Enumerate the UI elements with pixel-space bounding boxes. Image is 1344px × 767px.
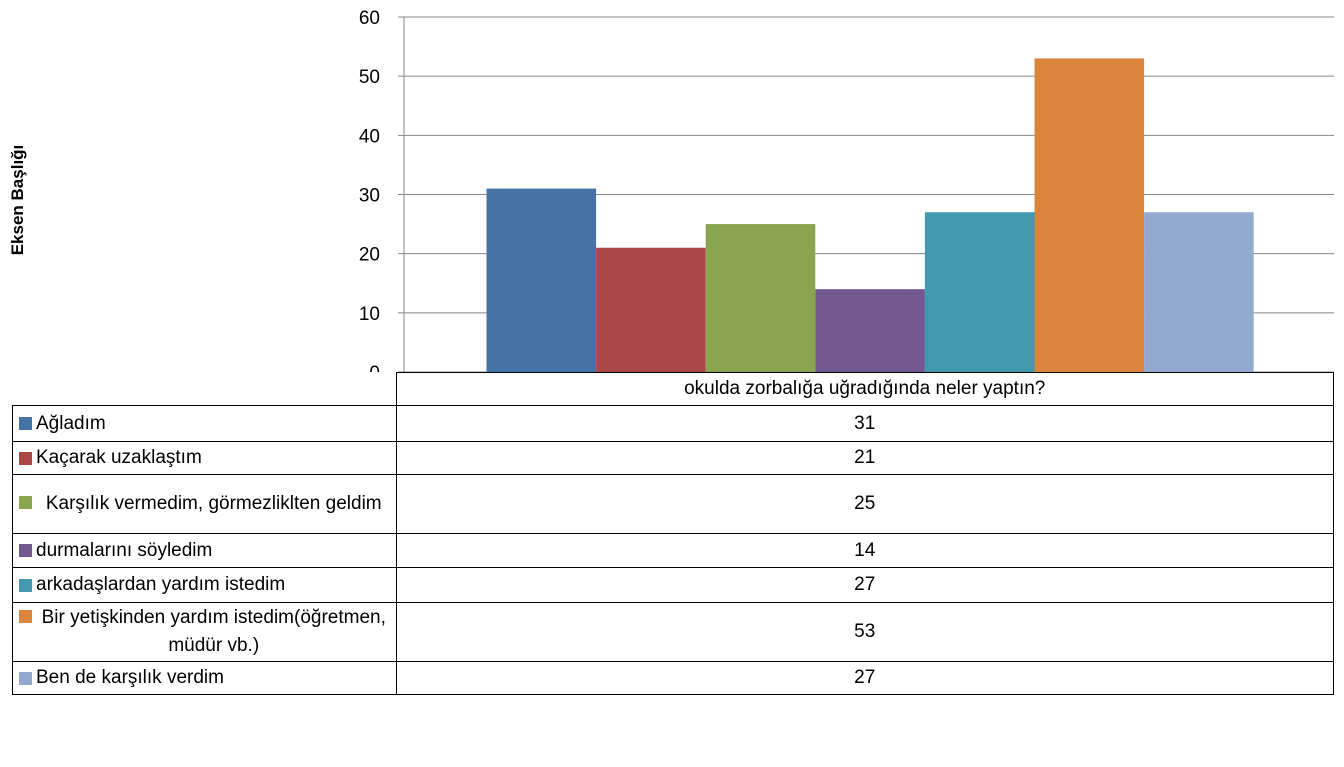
legend-swatch (19, 610, 32, 623)
legend-label: Kaçarak uzaklaştım (36, 447, 202, 468)
legend-label: Karşılık vermedim, görmezliklten geldim (45, 493, 382, 514)
legend-label: Ben de karşılık verdim (36, 667, 224, 688)
table-header-row: okulda zorbalığa uğradığında neler yaptı… (12, 372, 1334, 406)
legend-cell: Bir yetişkinden yardım istedim(öğretmen,… (12, 602, 397, 662)
data-table: okulda zorbalığa uğradığında neler yaptı… (12, 372, 1334, 695)
y-tick-label: 0 (369, 363, 380, 372)
y-tick-label: 20 (359, 245, 380, 266)
value-cell: 25 (395, 474, 1334, 534)
legend-swatch (19, 417, 32, 430)
bar (1144, 212, 1254, 372)
value-cell: 21 (395, 441, 1334, 475)
value-cell: 53 (395, 602, 1334, 662)
legend-swatch (19, 671, 32, 685)
y-tick-label: 50 (359, 67, 380, 88)
y-axis-title: Eksen Başlığı (8, 145, 27, 256)
y-tick-label: 30 (359, 186, 380, 207)
legend-label: Bir yetişkinden yardım istedim(öğretmen,… (41, 607, 386, 656)
table-row: durmalarını söyledim 14 (12, 533, 1334, 568)
x-axis-label: okulda zorbalığa uğradığında neler yaptı… (395, 372, 1334, 406)
table-row: Ağladım 31 (12, 405, 1334, 442)
y-tick-label: 10 (359, 304, 380, 325)
y-tick-labels: 0 10 20 30 40 50 60 (359, 8, 380, 372)
legend-cell: durmalarını söyledim (12, 533, 397, 568)
legend-swatch (19, 451, 32, 465)
table-row: arkadaşlardan yardım istedim 27 (12, 567, 1334, 603)
bar (924, 212, 1035, 372)
legend-cell: Karşılık vermedim, görmezliklten geldim (12, 474, 397, 534)
legend-cell: Ağladım (12, 405, 397, 442)
value-cell: 31 (395, 405, 1334, 442)
table-row: Ben de karşılık verdim 27 (12, 661, 1334, 695)
bar (596, 247, 706, 372)
table-row: Bir yetişkinden yardım istedim(öğretmen,… (12, 602, 1334, 662)
legend-swatch (19, 578, 32, 592)
bar (705, 224, 816, 372)
value-cell: 14 (395, 533, 1334, 568)
value-cell: 27 (395, 567, 1334, 603)
empty-corner-cell (12, 372, 397, 406)
legend-cell: Ben de karşılık verdim (12, 661, 397, 695)
legend-label: durmalarını söyledim (36, 539, 213, 561)
legend-swatch (19, 496, 32, 509)
legend-cell: arkadaşlardan yardım istedim (12, 567, 397, 603)
y-tick-label: 40 (359, 126, 380, 147)
bar (815, 289, 925, 372)
legend-label: Ağladım (36, 412, 106, 434)
y-tick-label: 60 (359, 8, 380, 29)
bars (486, 58, 1254, 372)
bar (1034, 58, 1145, 372)
legend-cell: Kaçarak uzaklaştım (12, 441, 397, 475)
legend-label: arkadaşlardan yardım istedim (36, 574, 286, 595)
value-cell: 27 (395, 661, 1334, 695)
bar (486, 188, 597, 372)
table-row: Karşılık vermedim, görmezliklten geldim 2… (12, 474, 1334, 534)
legend-swatch (19, 544, 32, 557)
table-row: Kaçarak uzaklaştım 21 (12, 441, 1334, 475)
bar-chart: 0 10 20 30 40 50 60 Eksen Başlığı (8, 8, 1334, 372)
